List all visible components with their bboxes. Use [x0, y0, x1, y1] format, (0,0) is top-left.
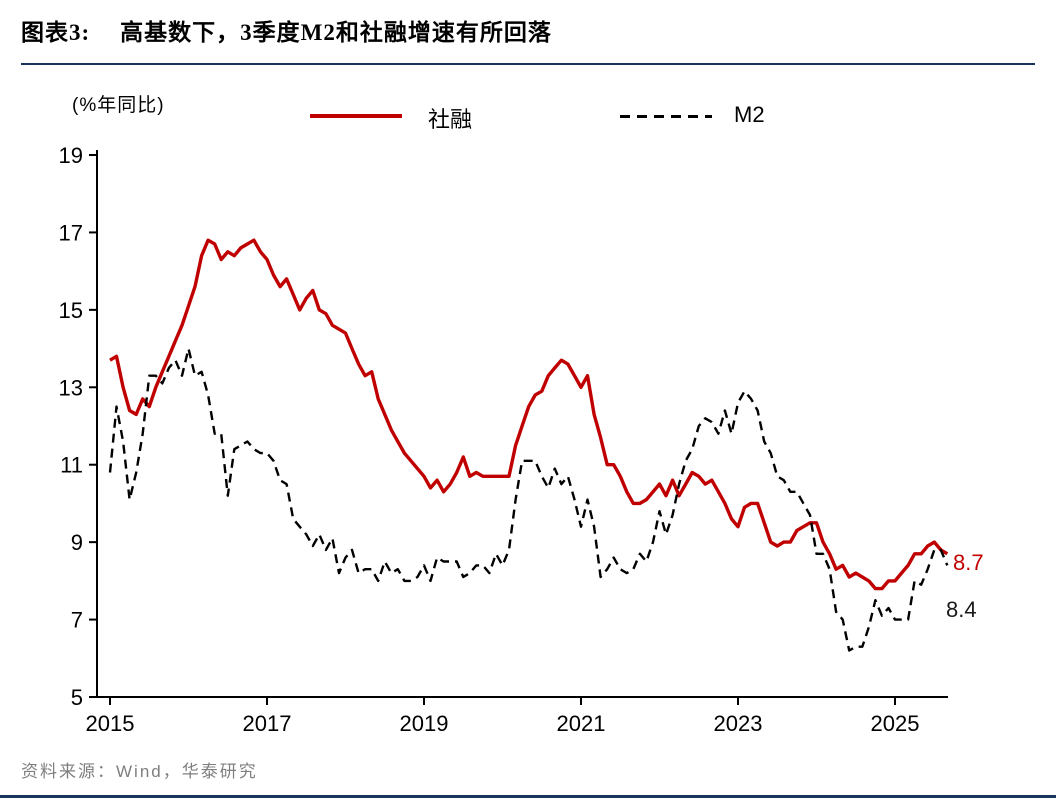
source-note: 资料来源：Wind，华泰研究	[21, 762, 258, 781]
svg-text:2015: 2015	[86, 711, 135, 736]
y-axis-unit-label: (%年同比)	[72, 95, 165, 116]
svg-text:15: 15	[59, 298, 83, 323]
legend-line-m2	[620, 115, 712, 118]
bottom-divider	[0, 795, 1056, 798]
legend-line-shehuirong	[310, 114, 402, 118]
svg-text:2017: 2017	[243, 711, 292, 736]
end-label-shehuirong: 8.7	[953, 550, 984, 575]
svg-text:9: 9	[71, 530, 83, 555]
svg-text:2021: 2021	[557, 711, 606, 736]
svg-text:2023: 2023	[714, 711, 763, 736]
svg-text:5: 5	[71, 685, 83, 710]
svg-text:7: 7	[71, 608, 83, 633]
svg-text:2019: 2019	[400, 711, 449, 736]
svg-text:2025: 2025	[871, 711, 920, 736]
title-divider	[21, 63, 1035, 65]
svg-text:13: 13	[59, 375, 83, 400]
svg-text:11: 11	[60, 453, 83, 478]
figure-number: 图表3:	[21, 20, 91, 45]
figure-title: 图表3: 高基数下，3季度M2和社融增速有所回落	[21, 13, 552, 47]
legend-label-m2: M2	[734, 102, 765, 127]
svg-text:19: 19	[59, 143, 83, 168]
svg-text:17: 17	[59, 220, 83, 245]
end-label-m2: 8.4	[946, 597, 977, 622]
legend-label-shehuirong: 社融	[428, 107, 473, 132]
figure-title-text: 高基数下，3季度M2和社融增速有所回落	[120, 20, 552, 45]
